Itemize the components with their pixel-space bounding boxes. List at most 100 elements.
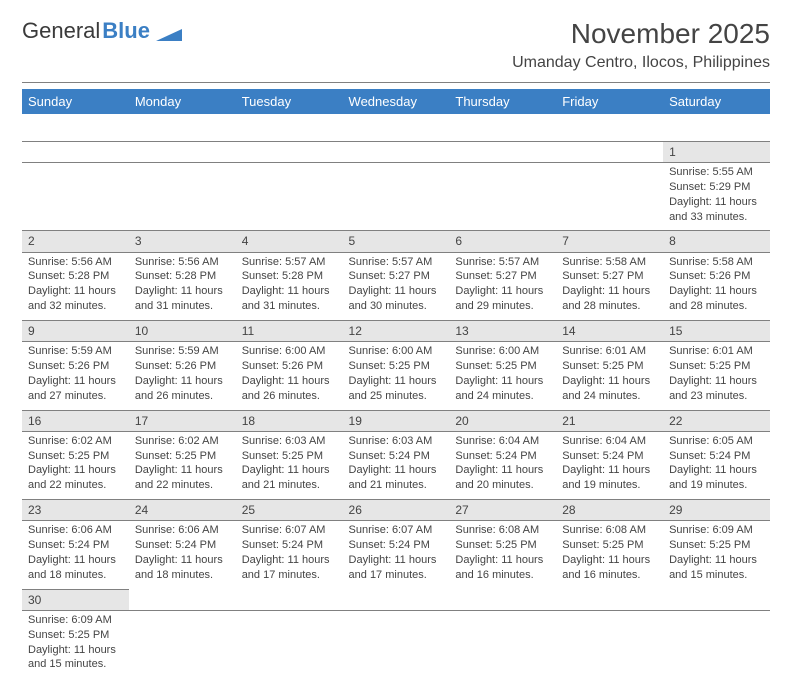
daylight-text: and 21 minutes. bbox=[349, 478, 444, 493]
sunrise-text: Sunrise: 6:04 AM bbox=[562, 434, 657, 449]
day-details-row: Sunrise: 5:56 AMSunset: 5:28 PMDaylight:… bbox=[22, 252, 770, 320]
flag-icon bbox=[156, 23, 182, 41]
daylight-text: Daylight: 11 hours bbox=[562, 463, 657, 478]
day-details: Sunrise: 5:59 AMSunset: 5:26 PMDaylight:… bbox=[129, 342, 236, 410]
weekday-heading: Thursday bbox=[449, 89, 556, 114]
sunrise-text: Sunrise: 5:58 AM bbox=[669, 255, 764, 270]
sunset-text: Sunset: 5:25 PM bbox=[562, 538, 657, 553]
day-details bbox=[129, 163, 236, 231]
daylight-text: Daylight: 11 hours bbox=[669, 553, 764, 568]
daylight-text: and 21 minutes. bbox=[242, 478, 337, 493]
day-number: 3 bbox=[129, 231, 236, 252]
blank-cell bbox=[22, 114, 129, 141]
day-number: 10 bbox=[129, 320, 236, 341]
day-details bbox=[343, 163, 450, 231]
daylight-text: and 15 minutes. bbox=[28, 657, 123, 672]
sunrise-text: Sunrise: 6:03 AM bbox=[242, 434, 337, 449]
daylight-text: Daylight: 11 hours bbox=[669, 374, 764, 389]
brand-name-1: General bbox=[22, 18, 100, 44]
weekday-header: Sunday Monday Tuesday Wednesday Thursday… bbox=[22, 89, 770, 114]
day-number bbox=[129, 141, 236, 162]
brand-name-2: Blue bbox=[102, 18, 150, 44]
day-details: Sunrise: 6:02 AMSunset: 5:25 PMDaylight:… bbox=[129, 431, 236, 499]
day-number bbox=[556, 589, 663, 610]
sunrise-text: Sunrise: 6:09 AM bbox=[669, 523, 764, 538]
day-number: 18 bbox=[236, 410, 343, 431]
daylight-text: and 17 minutes. bbox=[349, 568, 444, 583]
sunrise-text: Sunrise: 6:07 AM bbox=[242, 523, 337, 538]
leading-blank-row bbox=[22, 114, 770, 141]
day-number: 28 bbox=[556, 500, 663, 521]
sunrise-text: Sunrise: 5:55 AM bbox=[669, 165, 764, 180]
sunset-text: Sunset: 5:25 PM bbox=[349, 359, 444, 374]
calendar-table: Sunday Monday Tuesday Wednesday Thursday… bbox=[22, 89, 770, 678]
daylight-text: and 24 minutes. bbox=[455, 389, 550, 404]
sunrise-text: Sunrise: 6:01 AM bbox=[669, 344, 764, 359]
daylight-text: Daylight: 11 hours bbox=[349, 463, 444, 478]
day-number: 2 bbox=[22, 231, 129, 252]
daylight-text: Daylight: 11 hours bbox=[28, 374, 123, 389]
sunset-text: Sunset: 5:25 PM bbox=[669, 359, 764, 374]
day-details: Sunrise: 6:05 AMSunset: 5:24 PMDaylight:… bbox=[663, 431, 770, 499]
day-number-row: 23242526272829 bbox=[22, 500, 770, 521]
day-details: Sunrise: 6:01 AMSunset: 5:25 PMDaylight:… bbox=[556, 342, 663, 410]
sunrise-text: Sunrise: 5:59 AM bbox=[135, 344, 230, 359]
day-number: 30 bbox=[22, 589, 129, 610]
daylight-text: Daylight: 11 hours bbox=[455, 284, 550, 299]
sunrise-text: Sunrise: 5:58 AM bbox=[562, 255, 657, 270]
sunset-text: Sunset: 5:27 PM bbox=[455, 269, 550, 284]
daylight-text: and 26 minutes. bbox=[242, 389, 337, 404]
sunset-text: Sunset: 5:24 PM bbox=[669, 449, 764, 464]
daylight-text: Daylight: 11 hours bbox=[562, 284, 657, 299]
daylight-text: and 22 minutes. bbox=[28, 478, 123, 493]
weekday-heading: Monday bbox=[129, 89, 236, 114]
blank-cell bbox=[129, 114, 236, 141]
daylight-text: and 19 minutes. bbox=[669, 478, 764, 493]
daylight-text: and 15 minutes. bbox=[669, 568, 764, 583]
brand-logo: GeneralBlue bbox=[22, 18, 182, 44]
day-number: 20 bbox=[449, 410, 556, 431]
daylight-text: Daylight: 11 hours bbox=[349, 374, 444, 389]
day-details: Sunrise: 5:57 AMSunset: 5:27 PMDaylight:… bbox=[343, 252, 450, 320]
day-details-row: Sunrise: 6:06 AMSunset: 5:24 PMDaylight:… bbox=[22, 521, 770, 589]
blank-cell bbox=[449, 114, 556, 141]
day-details: Sunrise: 5:57 AMSunset: 5:28 PMDaylight:… bbox=[236, 252, 343, 320]
daylight-text: Daylight: 11 hours bbox=[669, 195, 764, 210]
sunrise-text: Sunrise: 6:00 AM bbox=[455, 344, 550, 359]
sunset-text: Sunset: 5:24 PM bbox=[455, 449, 550, 464]
day-number: 19 bbox=[343, 410, 450, 431]
day-number: 26 bbox=[343, 500, 450, 521]
daylight-text: and 31 minutes. bbox=[135, 299, 230, 314]
sunset-text: Sunset: 5:25 PM bbox=[455, 538, 550, 553]
daylight-text: Daylight: 11 hours bbox=[242, 553, 337, 568]
daylight-text: and 26 minutes. bbox=[135, 389, 230, 404]
day-number: 23 bbox=[22, 500, 129, 521]
sunrise-text: Sunrise: 6:00 AM bbox=[349, 344, 444, 359]
day-details: Sunrise: 6:07 AMSunset: 5:24 PMDaylight:… bbox=[343, 521, 450, 589]
header: GeneralBlue November 2025 Umanday Centro… bbox=[22, 18, 770, 72]
daylight-text: Daylight: 11 hours bbox=[455, 374, 550, 389]
daylight-text: and 29 minutes. bbox=[455, 299, 550, 314]
sunset-text: Sunset: 5:25 PM bbox=[28, 628, 123, 643]
day-details-row: Sunrise: 5:59 AMSunset: 5:26 PMDaylight:… bbox=[22, 342, 770, 410]
daylight-text: and 18 minutes. bbox=[135, 568, 230, 583]
sunrise-text: Sunrise: 6:08 AM bbox=[562, 523, 657, 538]
daylight-text: Daylight: 11 hours bbox=[669, 284, 764, 299]
sunrise-text: Sunrise: 5:57 AM bbox=[242, 255, 337, 270]
day-details: Sunrise: 6:08 AMSunset: 5:25 PMDaylight:… bbox=[556, 521, 663, 589]
sunrise-text: Sunrise: 6:06 AM bbox=[135, 523, 230, 538]
day-details-row: Sunrise: 6:09 AMSunset: 5:25 PMDaylight:… bbox=[22, 610, 770, 678]
day-details: Sunrise: 6:00 AMSunset: 5:26 PMDaylight:… bbox=[236, 342, 343, 410]
sunrise-text: Sunrise: 6:08 AM bbox=[455, 523, 550, 538]
day-number: 25 bbox=[236, 500, 343, 521]
day-number: 29 bbox=[663, 500, 770, 521]
sunset-text: Sunset: 5:24 PM bbox=[349, 449, 444, 464]
day-number: 24 bbox=[129, 500, 236, 521]
day-details bbox=[343, 610, 450, 678]
day-number: 13 bbox=[449, 320, 556, 341]
day-details: Sunrise: 6:02 AMSunset: 5:25 PMDaylight:… bbox=[22, 431, 129, 499]
daylight-text: and 16 minutes. bbox=[562, 568, 657, 583]
daylight-text: and 27 minutes. bbox=[28, 389, 123, 404]
daylight-text: Daylight: 11 hours bbox=[242, 463, 337, 478]
day-details: Sunrise: 6:08 AMSunset: 5:25 PMDaylight:… bbox=[449, 521, 556, 589]
